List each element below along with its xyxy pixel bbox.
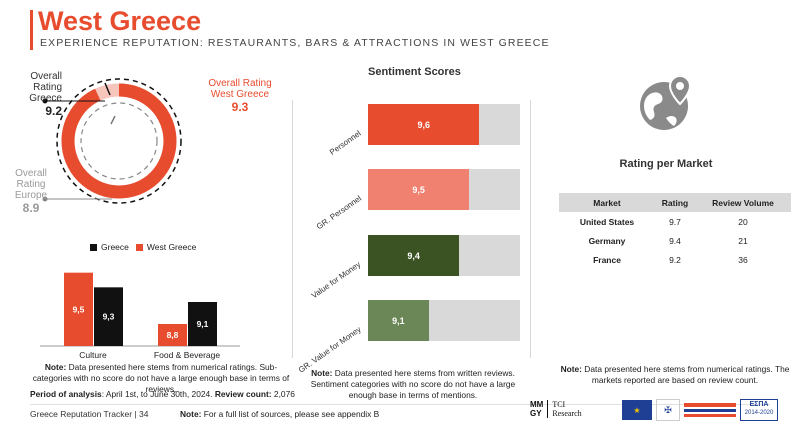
market-table-header: Market Rating Review Volume — [559, 193, 791, 212]
west-greece-arc — [61, 83, 177, 199]
market-title: Rating per Market — [619, 158, 713, 170]
europe-marker — [110, 115, 116, 125]
col-market: Market — [559, 193, 655, 212]
west-greece-rating-label: Overall Rating West Greece 9.3 — [208, 78, 272, 114]
divider-left — [292, 100, 293, 358]
bar-greece-1 — [188, 302, 217, 346]
bar-data-label: 9,5 — [73, 304, 85, 314]
globe-pin-icon — [640, 74, 692, 130]
divider-right — [530, 100, 531, 358]
col-volume: Review Volume — [695, 193, 791, 212]
eu-flag-icon: ★ — [622, 400, 652, 420]
category-bar-chart: 9,5 9,3 Culture 8,8 9,1 Food & Beverage — [40, 272, 240, 360]
legend-greece-label: Greece — [101, 242, 129, 252]
footer-divider — [30, 404, 770, 405]
bar-data-label: 9,1 — [197, 319, 209, 329]
bar-data-label: 8,8 — [167, 330, 179, 340]
sentiment-track: 9,5 — [368, 169, 520, 210]
sentiment-track: 9,1 — [368, 300, 520, 341]
greece-rating-label: Overall Rating Greece 9.2 — [29, 71, 62, 118]
greek-emblem-icon: ✠ — [656, 399, 680, 421]
table-row: United States 9.7 20 — [579, 216, 748, 227]
page-subtitle: EXPERIENCE REPUTATION: RESTAURANTS, BARS… — [40, 37, 550, 49]
left-note: Note: Data presented here stems from num… — [32, 362, 290, 394]
bar-data-label: 9,3 — [103, 312, 115, 322]
greece-marker — [104, 82, 111, 96]
title-accent-bar — [30, 10, 33, 50]
sentiment-bar: 9,5 — [368, 169, 470, 210]
epanek-logo — [684, 400, 736, 420]
legend-west-label: West Greece — [146, 242, 197, 252]
category-tick-label: Food & Beverage — [154, 350, 220, 360]
sentiment-track: 9,4 — [368, 235, 520, 276]
sentiment-bar: 9,1 — [368, 300, 429, 341]
footer-note: Note: For a full list of sources, please… — [180, 409, 380, 419]
legend-greece-swatch — [90, 243, 97, 251]
table-row: France 9.2 36 — [593, 254, 748, 265]
sentiment-track: 9,6 — [368, 104, 520, 145]
funding-logos: ★ ✠ ΕΣΠΑ 2014-2020 — [622, 398, 780, 422]
europe-rating-label: Overall Rating Europe 8.9 — [14, 168, 48, 215]
bar-west-greece-0 — [64, 272, 93, 346]
sentiment-title: Sentiment Scores — [368, 66, 461, 78]
middle-note: Note: Data presented here stems from wri… — [310, 368, 516, 400]
chart-legend: Greece West Greece — [90, 242, 196, 252]
legend-west-swatch — [135, 243, 143, 251]
table-row: Germany 9.4 21 — [588, 235, 748, 246]
mmgy-tci-logo: MM GY TCI Research — [530, 400, 582, 418]
bar-greece-0 — [94, 287, 123, 346]
overall-rating-donut — [56, 78, 182, 204]
bar-west-greece-1 — [158, 324, 187, 346]
category-tick-label: Culture — [79, 350, 107, 360]
europe-dashed-ring — [80, 102, 158, 180]
footer-tracker: Greece Reputation Tracker | 34 — [30, 409, 149, 419]
right-note: Note: Data presented here stems from num… — [560, 364, 790, 385]
period-of-analysis: Period of analysis: April 1st, to June 3… — [30, 389, 295, 399]
espa-logo: ΕΣΠΑ 2014-2020 — [740, 399, 778, 421]
sentiment-bar: 9,6 — [368, 104, 480, 145]
market-table: Market Rating Review Volume United State… — [559, 193, 791, 269]
europe-rating-value: 8.9 — [22, 201, 40, 215]
page-title: West Greece — [38, 6, 202, 36]
greece-dashed-ring — [56, 78, 182, 204]
sentiment-bar: 9,4 — [368, 235, 460, 276]
west-greece-rating-value: 9.3 — [231, 100, 249, 114]
greece-rating-value: 9.2 — [45, 104, 62, 118]
col-rating: Rating — [655, 193, 695, 212]
